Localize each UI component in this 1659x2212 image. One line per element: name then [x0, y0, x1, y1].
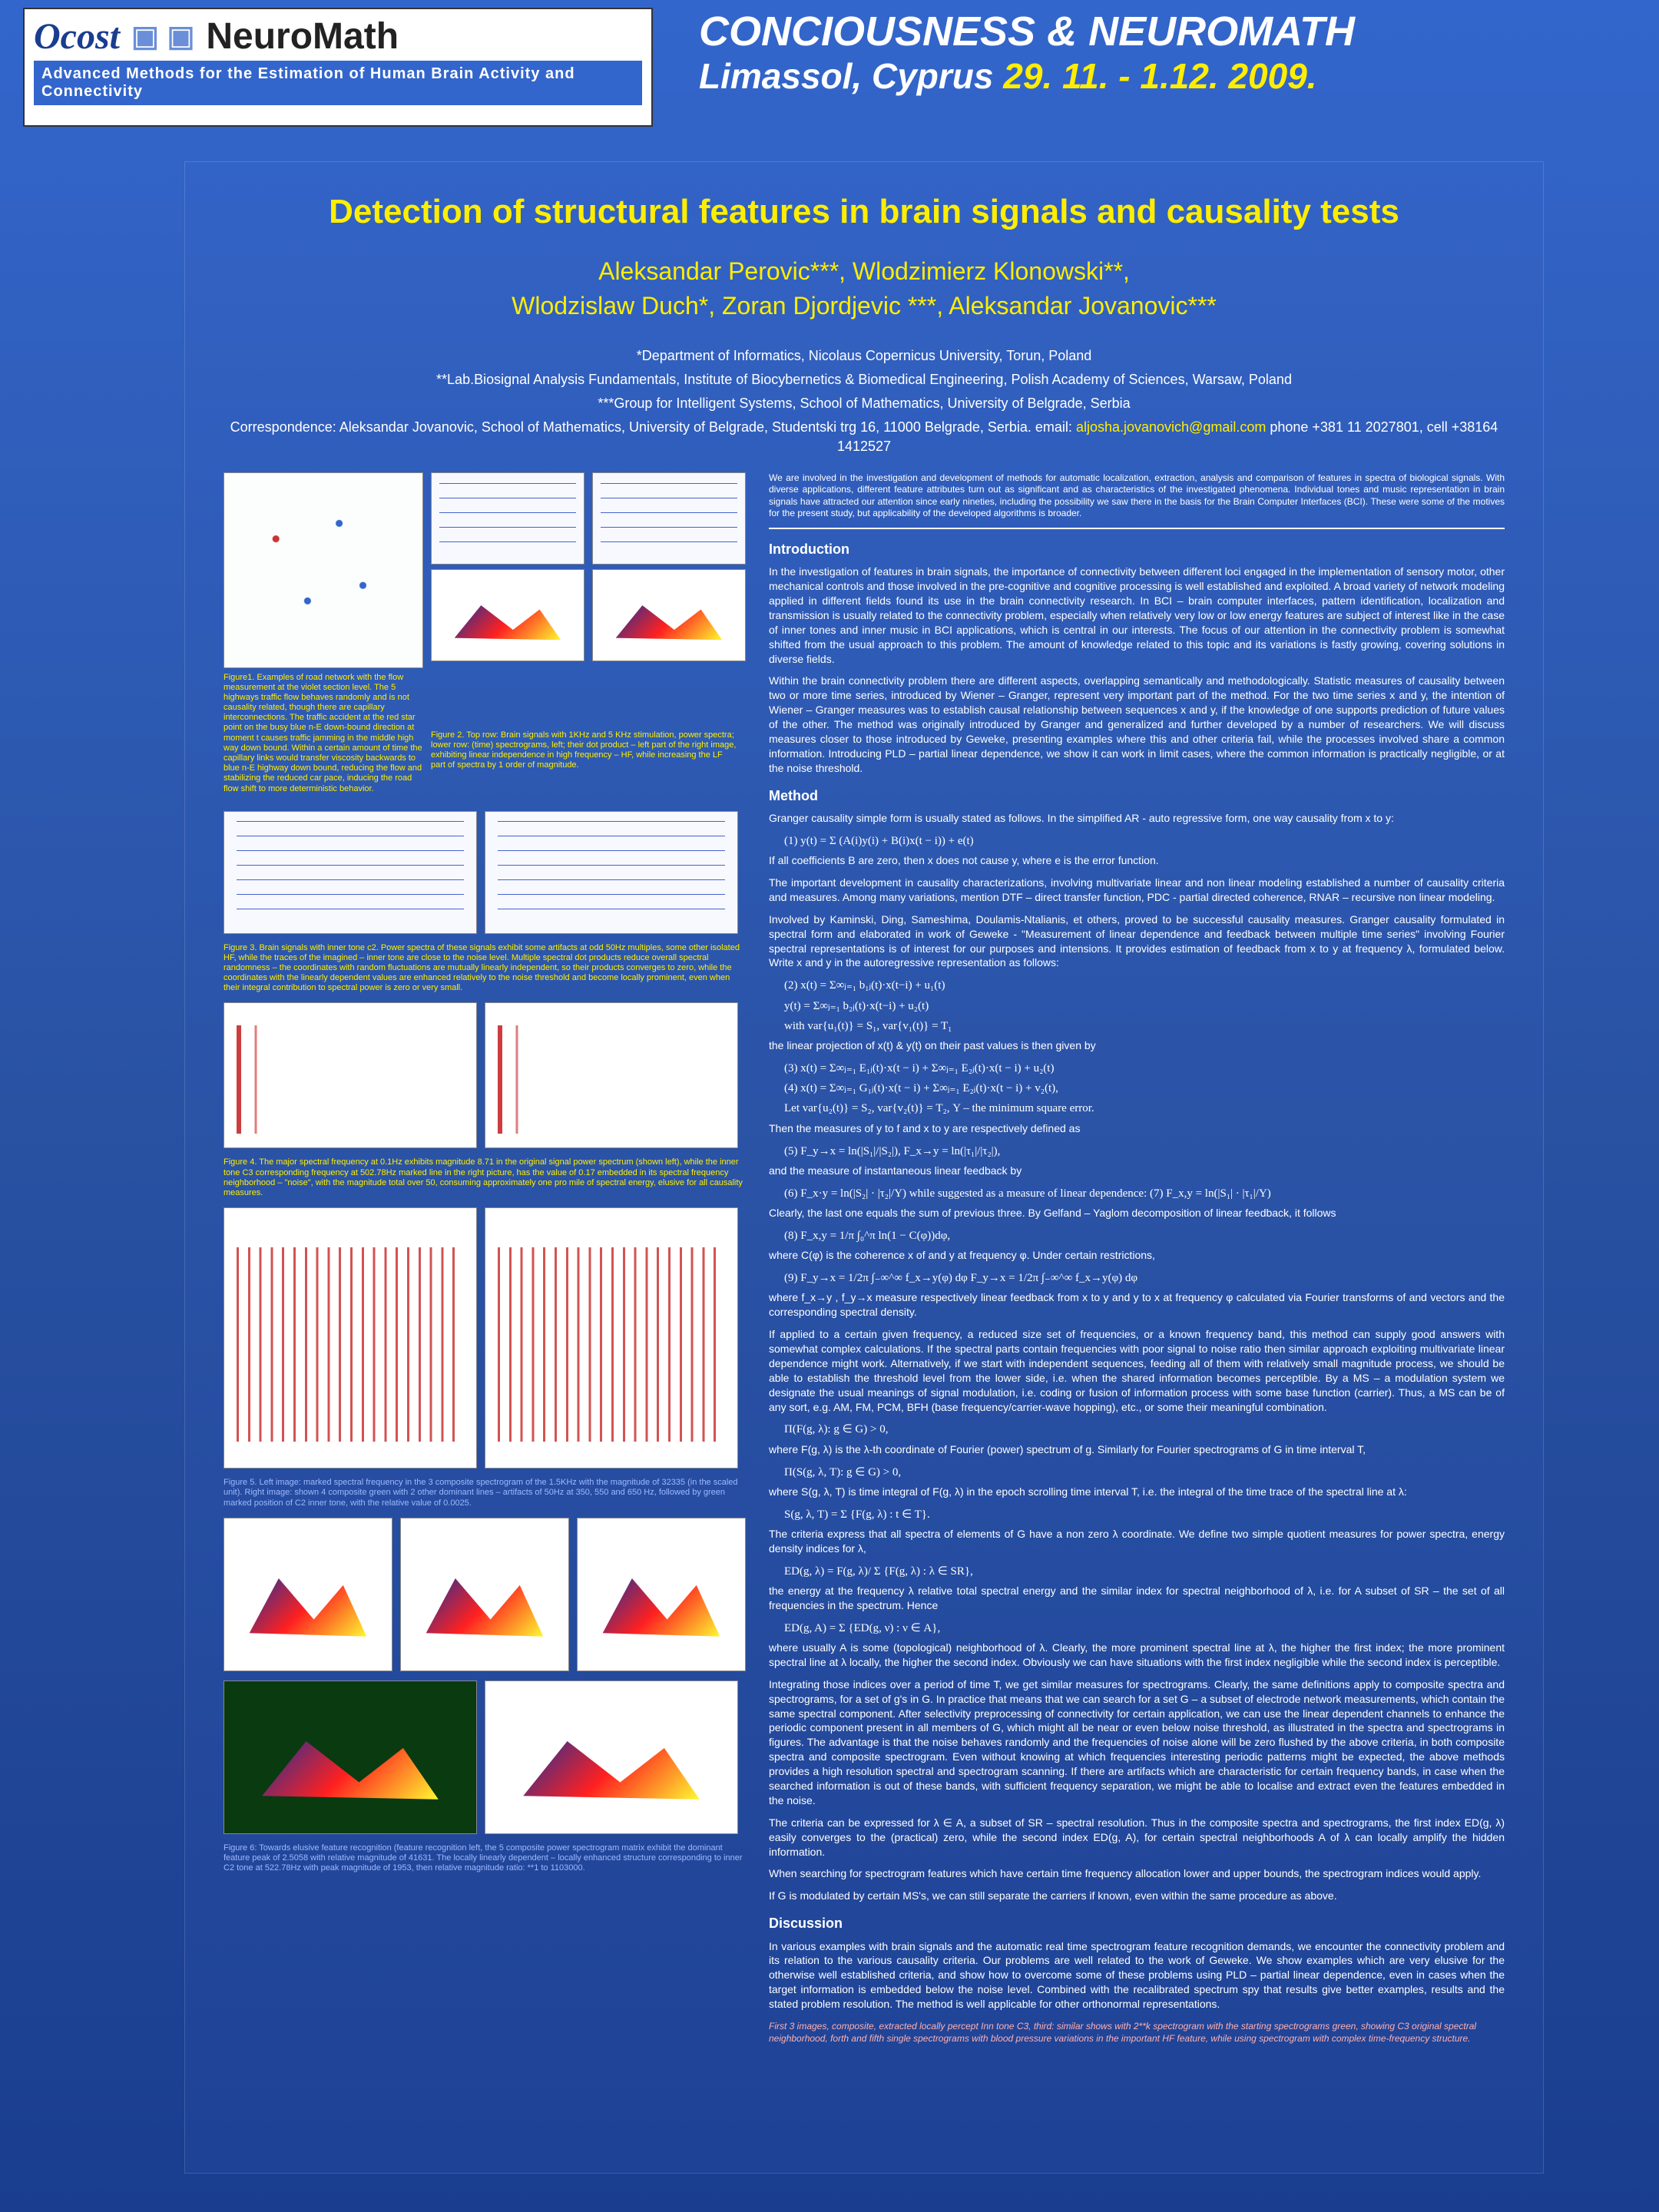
- long-p6: S(g, λ, T) = Σ {F(g, λ) : t ∈ T}.: [784, 1507, 1505, 1522]
- formula-6: (6) F_x·y = ln(|S₂| · |τ₂|/Υ) while sugg…: [784, 1186, 1505, 1201]
- logo-card: Ocost ▣ ▣ NeuroMath Advanced Methods for…: [23, 8, 653, 127]
- figure-2-caption: Figure 2. Top row: Brain signals with 1K…: [431, 730, 738, 771]
- formula-1: (1) y(t) = Σ (A(i)y(i) + B(i)x(t − i)) +…: [784, 833, 1505, 849]
- formula-4b: Let var{u₂(t)} = S₂, var{v₂(t)} = T₂, Υ …: [784, 1101, 1505, 1116]
- intro-para-2: Within the brain connectivity problem th…: [769, 674, 1505, 775]
- long-p1: If applied to a certain given frequency,…: [769, 1327, 1505, 1414]
- affiliation-1: *Department of Informatics, Nicolaus Cop…: [224, 346, 1505, 366]
- figure-6-caption: Figure 6: Towards elusive feature recogn…: [224, 1843, 746, 1874]
- formula-3: (3) x(t) = Σ∞ⱼ₌₁ E₁ⱼ(t)·x(t − i) + Σ∞ⱼ₌₁…: [784, 1061, 1505, 1076]
- paper-title: Detection of structural features in brai…: [224, 193, 1505, 231]
- corr-text: Correspondence: Aleksandar Jovanovic, Sc…: [230, 419, 1072, 435]
- formula-2b: y(t) = Σ∞ⱼ₌₁ b₂ⱼ(t)·x(t−i) + u₂(t): [784, 998, 1505, 1014]
- long-p5: where S(g, λ, T) is time integral of F(g…: [769, 1485, 1505, 1499]
- formula-8: (8) F_x,y = 1/π ∫₀^π ln(1 − C(φ))dφ,: [784, 1228, 1505, 1243]
- dates: 29. 11. - 1.12. 2009.: [1003, 56, 1316, 96]
- long-p15: If G is modulated by certain MS's, we ca…: [769, 1889, 1505, 1903]
- figure-2a-waves: [431, 472, 584, 565]
- long-p11: where usually A is some (topological) ne…: [769, 1641, 1505, 1670]
- figure-1-network: [224, 472, 423, 668]
- discussion-p: In various examples with brain signals a…: [769, 1939, 1505, 2012]
- abstract: We are involved in the investigation and…: [769, 472, 1505, 520]
- figure-3a: [224, 811, 477, 934]
- long-p9: the energy at the frequency λ relative t…: [769, 1584, 1505, 1613]
- long-p13: The criteria can be expressed for λ ∈ A,…: [769, 1816, 1505, 1859]
- method-p8: Clearly, the last one equals the sum of …: [769, 1206, 1505, 1220]
- divider: [769, 528, 1505, 529]
- method-p4: Involved by Kaminski, Ding, Sameshima, D…: [769, 912, 1505, 971]
- figure-2b-waves: [592, 472, 746, 565]
- corr-email[interactable]: aljosha.jovanovich@gmail.com: [1076, 419, 1266, 435]
- long-p3: where F(g, λ) is the λ-th coordinate of …: [769, 1442, 1505, 1457]
- cost-logo-text: Ocost: [34, 15, 120, 58]
- affiliation-3: ***Group for Intelligent Systems, School…: [224, 394, 1505, 413]
- authors: Aleksandar Perovic***, Wlodzimierz Klono…: [224, 254, 1505, 323]
- text-column: We are involved in the investigation and…: [769, 472, 1505, 2045]
- formula-2c: with var{u₁(t)} = S₁, var{v₁(t)} = T₁: [784, 1018, 1505, 1034]
- figure-1-caption: Figure1. Examples of road network with t…: [224, 673, 423, 794]
- figure-5a-spectrum: [224, 1207, 477, 1469]
- figure-5b-spectrum: [485, 1207, 738, 1469]
- figure-6a: [224, 1518, 392, 1671]
- location: Limassol, Cyprus: [699, 56, 993, 96]
- figure-3b: [485, 811, 738, 934]
- header: Ocost ▣ ▣ NeuroMath Advanced Methods for…: [0, 0, 1659, 138]
- method-heading: Method: [769, 786, 1505, 805]
- figure-2d-surf: [592, 569, 746, 661]
- figure-3-caption: Figure 3. Brain signals with inner tone …: [224, 943, 746, 994]
- figure-6b: [400, 1518, 569, 1671]
- brain-icons: ▣ ▣: [131, 19, 194, 54]
- poster-body: Detection of structural features in brai…: [184, 161, 1544, 2174]
- figure-4a-spectrum: [224, 1002, 477, 1148]
- long-p8: ED(g, λ) = F(g, λ)/ Σ {F(g, λ) : λ ∈ SR}…: [784, 1564, 1505, 1579]
- correspondence: Correspondence: Aleksandar Jovanovic, Sc…: [224, 418, 1505, 456]
- method-p10: where f_x→y , f_y→x measure respectively…: [769, 1290, 1505, 1320]
- formula-2: (2) x(t) = Σ∞ⱼ₌₁ b₁ⱼ(t)·x(t−i) + u₁(t): [784, 978, 1505, 993]
- method-p9: where C(φ) is the coherence x of and y a…: [769, 1248, 1505, 1263]
- conference-location-date: Limassol, Cyprus 29. 11. - 1.12. 2009.: [699, 55, 1636, 97]
- figures-column: Figure1. Examples of road network with t…: [224, 472, 746, 2045]
- logo-subtitle: Advanced Methods for the Estimation of H…: [34, 61, 642, 105]
- conference-title-block: CONCIOUSNESS & NEUROMATH Limassol, Cypru…: [653, 8, 1636, 97]
- figure-5-caption: Figure 5. Left image: marked spectral fr…: [224, 1478, 746, 1508]
- neuromath-logo-text: NeuroMath: [206, 15, 399, 58]
- method-p7: and the measure of instantaneous linear …: [769, 1164, 1505, 1178]
- authors-line1: Aleksandar Perovic***, Wlodzimierz Klono…: [224, 254, 1505, 289]
- figure-4-caption: Figure 4. The major spectral frequency a…: [224, 1157, 746, 1198]
- conference-name: CONCIOUSNESS & NEUROMATH: [699, 8, 1636, 55]
- figure-6d: [224, 1681, 477, 1834]
- long-p2: Π(F(g, λ): g ∈ G) > 0,: [784, 1422, 1505, 1437]
- intro-para-1: In the investigation of features in brai…: [769, 565, 1505, 666]
- intro-heading: Introduction: [769, 540, 1505, 558]
- red-footnote: First 3 images, composite, extracted loc…: [769, 2021, 1505, 2045]
- method-p5: the linear projection of x(t) & y(t) on …: [769, 1038, 1505, 1053]
- formula-4: (4) x(t) = Σ∞ⱼ₌₁ G₁ⱼ(t)·x(t − i) + Σ∞ⱼ₌₁…: [784, 1081, 1505, 1096]
- method-p2: If all coefficients B are zero, then x d…: [769, 853, 1505, 868]
- long-p7: The criteria express that all spectra of…: [769, 1527, 1505, 1556]
- authors-line2: Wlodzislaw Duch*, Zoran Djordjevic ***, …: [224, 289, 1505, 323]
- long-p12: Integrating those indices over a period …: [769, 1677, 1505, 1808]
- figure-6c: [577, 1518, 746, 1671]
- method-p1: Granger causality simple form is usually…: [769, 811, 1505, 826]
- long-p4: Π(S(g, λ, T): g ∈ G) > 0,: [784, 1465, 1505, 1480]
- method-p3: The important development in causality c…: [769, 876, 1505, 905]
- method-p6: Then the measures of y to f and x to y a…: [769, 1121, 1505, 1136]
- affiliation-2: **Lab.Biosignal Analysis Fundamentals, I…: [224, 370, 1505, 389]
- figure-4b-spectrum: [485, 1002, 738, 1148]
- long-p14: When searching for spectrogram features …: [769, 1866, 1505, 1881]
- formula-5: (5) F_y→x = ln(|S₁|/|S₂|), F_x→y = ln(|τ…: [784, 1144, 1505, 1159]
- discussion-heading: Discussion: [769, 1914, 1505, 1932]
- long-p10: ED(g, A) = Σ {ED(g, ν) : ν ∈ A},: [784, 1621, 1505, 1636]
- formula-9: (9) F_y→x = 1/2π ∫₋∞^∞ f_x→y(φ) dφ F_y→x…: [784, 1270, 1505, 1286]
- figure-6e: [485, 1681, 738, 1834]
- figure-2c-surf: [431, 569, 584, 661]
